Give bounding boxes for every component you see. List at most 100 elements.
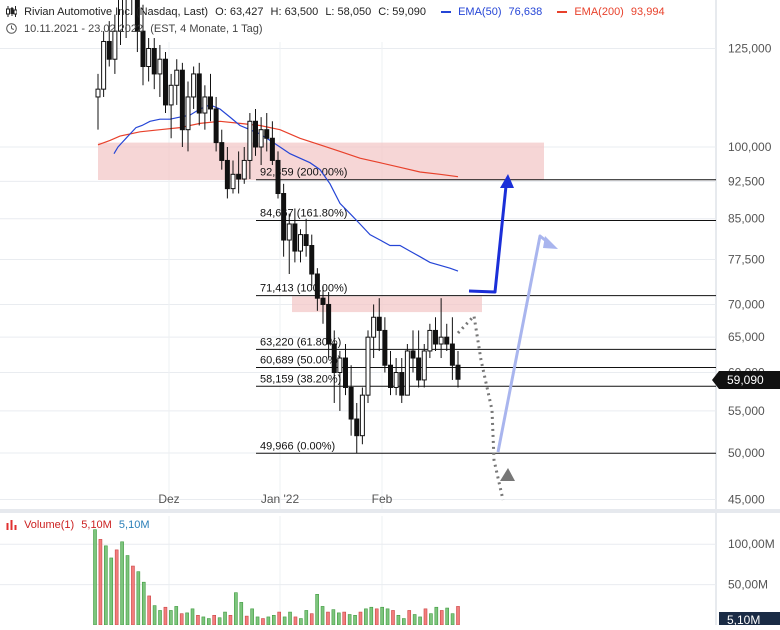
candle-body [101,40,107,90]
volume-bar [347,614,352,626]
candle-body [163,58,168,106]
volume-bar [136,571,141,626]
candle-body [230,173,236,190]
volume-bar [201,616,206,626]
candle-body [208,96,213,110]
volume-bar [353,615,357,626]
volume-bar [244,615,249,626]
candle-body [179,69,185,131]
candle-body [236,173,242,180]
volume-bar [93,529,97,626]
volume-bar [369,606,374,626]
candle-body [303,234,309,247]
candle-body [213,108,219,144]
volume-bar [418,616,422,626]
volume-bar [206,618,211,626]
y-tick-label: 45,000 [728,493,765,507]
y-tick-label: 125,000 [728,41,772,55]
volume-bar [407,610,412,626]
x-tick-label: Dez [158,492,179,506]
candle-body [331,343,337,374]
volume-bar [174,606,179,626]
candle-body [404,350,410,396]
candle-body [202,96,208,114]
volume-bar [228,615,233,626]
volume-bar [163,606,168,626]
projection-arrow-dotted [456,314,505,501]
volume-bar [239,602,244,626]
candle-body [191,73,197,98]
volume-bar [293,616,298,626]
panel-divider [0,509,780,513]
candle-body [281,193,287,241]
volume-bar [217,617,222,626]
candle-body [118,0,123,32]
volume-bar [147,595,151,626]
volume-bar [114,549,119,626]
candle-body [168,84,174,106]
volume-value-blue: 5,10M [118,519,150,531]
candle-body [455,364,461,380]
volume-bar [315,594,319,626]
fib-level-label: 60,689 (50.00%) [260,354,341,366]
fib-level-label: 92,859 (200.00%) [260,167,347,179]
candle-body [298,234,303,252]
volume-bar [152,605,157,626]
volume-bar [434,606,439,626]
candle-body [314,273,320,299]
candle-body [337,357,343,374]
candle-body [449,343,455,366]
candle-body [371,316,377,338]
volume-bar [385,608,390,626]
projection-arrow-light-head [543,236,558,249]
volume-bar [439,610,444,626]
y-tick-label: 92,500 [728,174,765,188]
candle-body [438,336,444,345]
projection-arrow-blue-head [500,174,514,188]
volume-bar [320,606,325,626]
candle-body [112,30,118,60]
x-tick-label: Jan '22 [261,492,300,506]
last-volume-tag: 5,10M [719,612,780,625]
candle-body [376,316,382,331]
volume-bar [109,557,114,626]
volume-bar [125,555,130,626]
candle-body [258,129,264,148]
candle-body [219,142,225,161]
volume-header: Volume(1) 5,10M 5,10M [6,519,149,531]
candle-body [348,386,354,420]
candle-body [224,159,230,190]
y-tick-label: 65,000 [728,330,765,344]
volume-bar [337,612,341,626]
candle-body [427,329,433,352]
candle-body [95,88,101,98]
volume-bar [380,606,384,626]
volume-bar [304,610,309,626]
volume-label: Volume(1) [24,519,75,531]
volume-value-red: 5,10M [81,519,112,531]
candle-body [269,137,275,161]
x-tick-label: Feb [372,492,393,506]
candle-body [433,329,438,345]
volume-bar [358,611,363,626]
candle-body [399,372,405,396]
volume-tick-label: 50,00M [728,578,768,592]
volume-bar [288,611,292,626]
volume-bar [223,611,227,626]
candle-body [253,120,258,148]
candle-body [309,245,315,275]
volume-bar [391,610,395,626]
volume-bar [331,609,336,626]
candle-body [354,418,360,437]
candle-body [388,364,393,388]
candle-body [140,30,146,68]
volume-bar [456,606,460,626]
y-tick-label: 55,000 [728,404,765,418]
y-tick-label: 100,000 [728,140,772,154]
volume-bar [120,541,124,626]
volume-bar [234,592,238,626]
bar-chart-icon [6,520,17,530]
candle-body [196,73,202,114]
